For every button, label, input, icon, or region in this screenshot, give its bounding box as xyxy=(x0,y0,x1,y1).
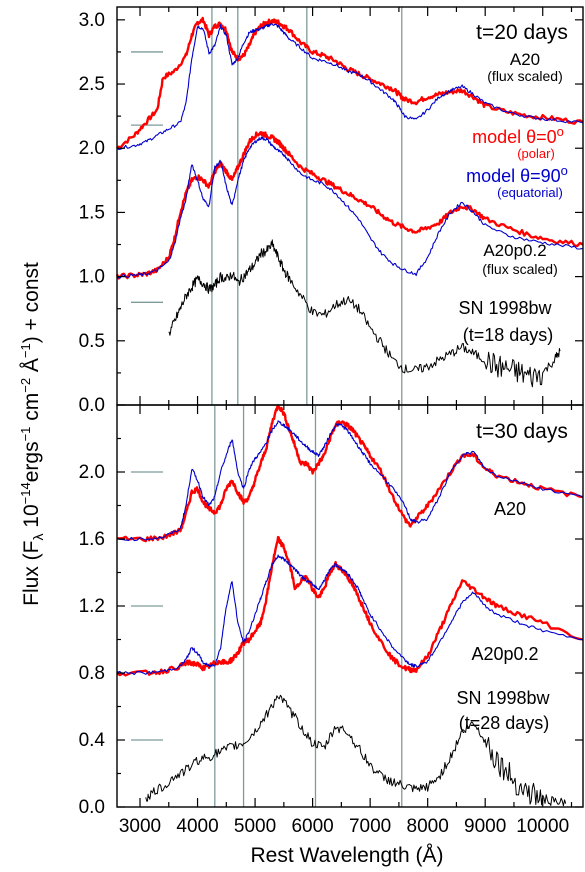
panel-t30: 0.0 0.4 0.8 1.2 1.6 2.0 3000 4000 5000 6000 7000 80… xyxy=(79,404,584,837)
bottom-ann-a20: A20 xyxy=(494,499,526,519)
xtick-label: 3000 xyxy=(119,816,161,837)
bottom-spectra xyxy=(116,404,584,807)
top-ytick-label: 2.0 xyxy=(79,138,105,159)
top-ytick-label: 2.5 xyxy=(79,74,105,95)
legend-equatorial-sub: (equatorial) xyxy=(497,185,563,200)
bottom-plot-frame xyxy=(116,404,584,808)
bottom-series-a20-1 xyxy=(116,420,584,542)
legend-polar-label: model θ=0o xyxy=(472,124,564,147)
top-panel-title: t=20 days xyxy=(476,21,568,44)
bottom-zero-markers xyxy=(131,471,163,741)
bottom-series-a20p0-2-3 xyxy=(116,554,584,676)
bottom-ytick-label: 1.6 xyxy=(79,529,105,550)
bottom-series-sn-1998bw-t-28-days-4 xyxy=(145,694,567,807)
top-ann-a20p02-scaled: (flux scaled) xyxy=(482,261,557,277)
xtick-label: 8000 xyxy=(407,816,449,837)
top-ann-sn-epoch: (t=18 days) xyxy=(463,325,554,345)
legend-polar-sub: (polar) xyxy=(517,146,555,161)
bottom-ytick-label: 2.0 xyxy=(79,462,105,483)
top-series-sn-1998bw-t-18-days-4 xyxy=(168,239,561,388)
bottom-ytick-label: 1.2 xyxy=(79,596,105,617)
bottom-ytick-label: 0.8 xyxy=(79,663,105,684)
xtick-label: 7000 xyxy=(349,816,391,837)
top-series-a20p0-2-3 xyxy=(116,136,584,279)
bottom-reference-lines xyxy=(214,405,403,807)
top-ytick-label: 1.0 xyxy=(79,267,105,288)
top-ann-a20: A20 xyxy=(510,50,540,69)
xtick-label: 9000 xyxy=(464,816,506,837)
top-zero-markers xyxy=(131,51,163,303)
top-ann-sn1998bw: SN 1998bw xyxy=(458,298,552,318)
top-series-a20-1 xyxy=(116,22,584,151)
y-axis-label: Flux (Fλ 10−14ergs−1 cm−2 Å−1) + const xyxy=(18,262,46,606)
top-ann-a20-scaled: (flux scaled) xyxy=(487,68,562,84)
top-reference-lines xyxy=(211,7,403,405)
xtick-label: 6000 xyxy=(291,816,333,837)
bottom-panel-title: t=30 days xyxy=(476,420,568,443)
bottom-ticks: 0.0 0.4 0.8 1.2 1.6 2.0 3000 4000 5000 6000 7000 80… xyxy=(79,405,583,837)
legend-equatorial-label: model θ=90o xyxy=(466,163,568,186)
x-axis-label: Rest Wavelength (Å) xyxy=(251,844,444,867)
top-series-a20-0 xyxy=(116,16,584,150)
bottom-ann-sn-epoch: (t=28 days) xyxy=(459,713,550,733)
bottom-series-a20-0 xyxy=(116,404,584,543)
panel-t20: 0.0 0.5 1.0 1.5 2.0 2.5 3.0 t=20 days A20 (flu… xyxy=(79,6,584,416)
top-ytick-label: 0.5 xyxy=(79,331,105,352)
xtick-label: 5000 xyxy=(234,816,276,837)
bottom-ytick-label: 0.0 xyxy=(79,797,105,818)
xtick-label: 10000 xyxy=(516,816,569,837)
bottom-ann-a20p02: A20p0.2 xyxy=(471,644,538,664)
bottom-ann-sn1998bw: SN 1998bw xyxy=(456,688,550,708)
top-ytick-label: 3.0 xyxy=(79,10,105,31)
top-ytick-label: 1.5 xyxy=(79,202,105,223)
bottom-ytick-label: 0.4 xyxy=(79,730,106,751)
top-series-a20p0-2-2 xyxy=(115,131,584,280)
top-ann-a20p02: A20p0.2 xyxy=(483,241,546,260)
top-ytick-label: 0.0 xyxy=(79,395,105,416)
xtick-label: 4000 xyxy=(176,816,218,837)
top-spectra xyxy=(115,16,584,388)
